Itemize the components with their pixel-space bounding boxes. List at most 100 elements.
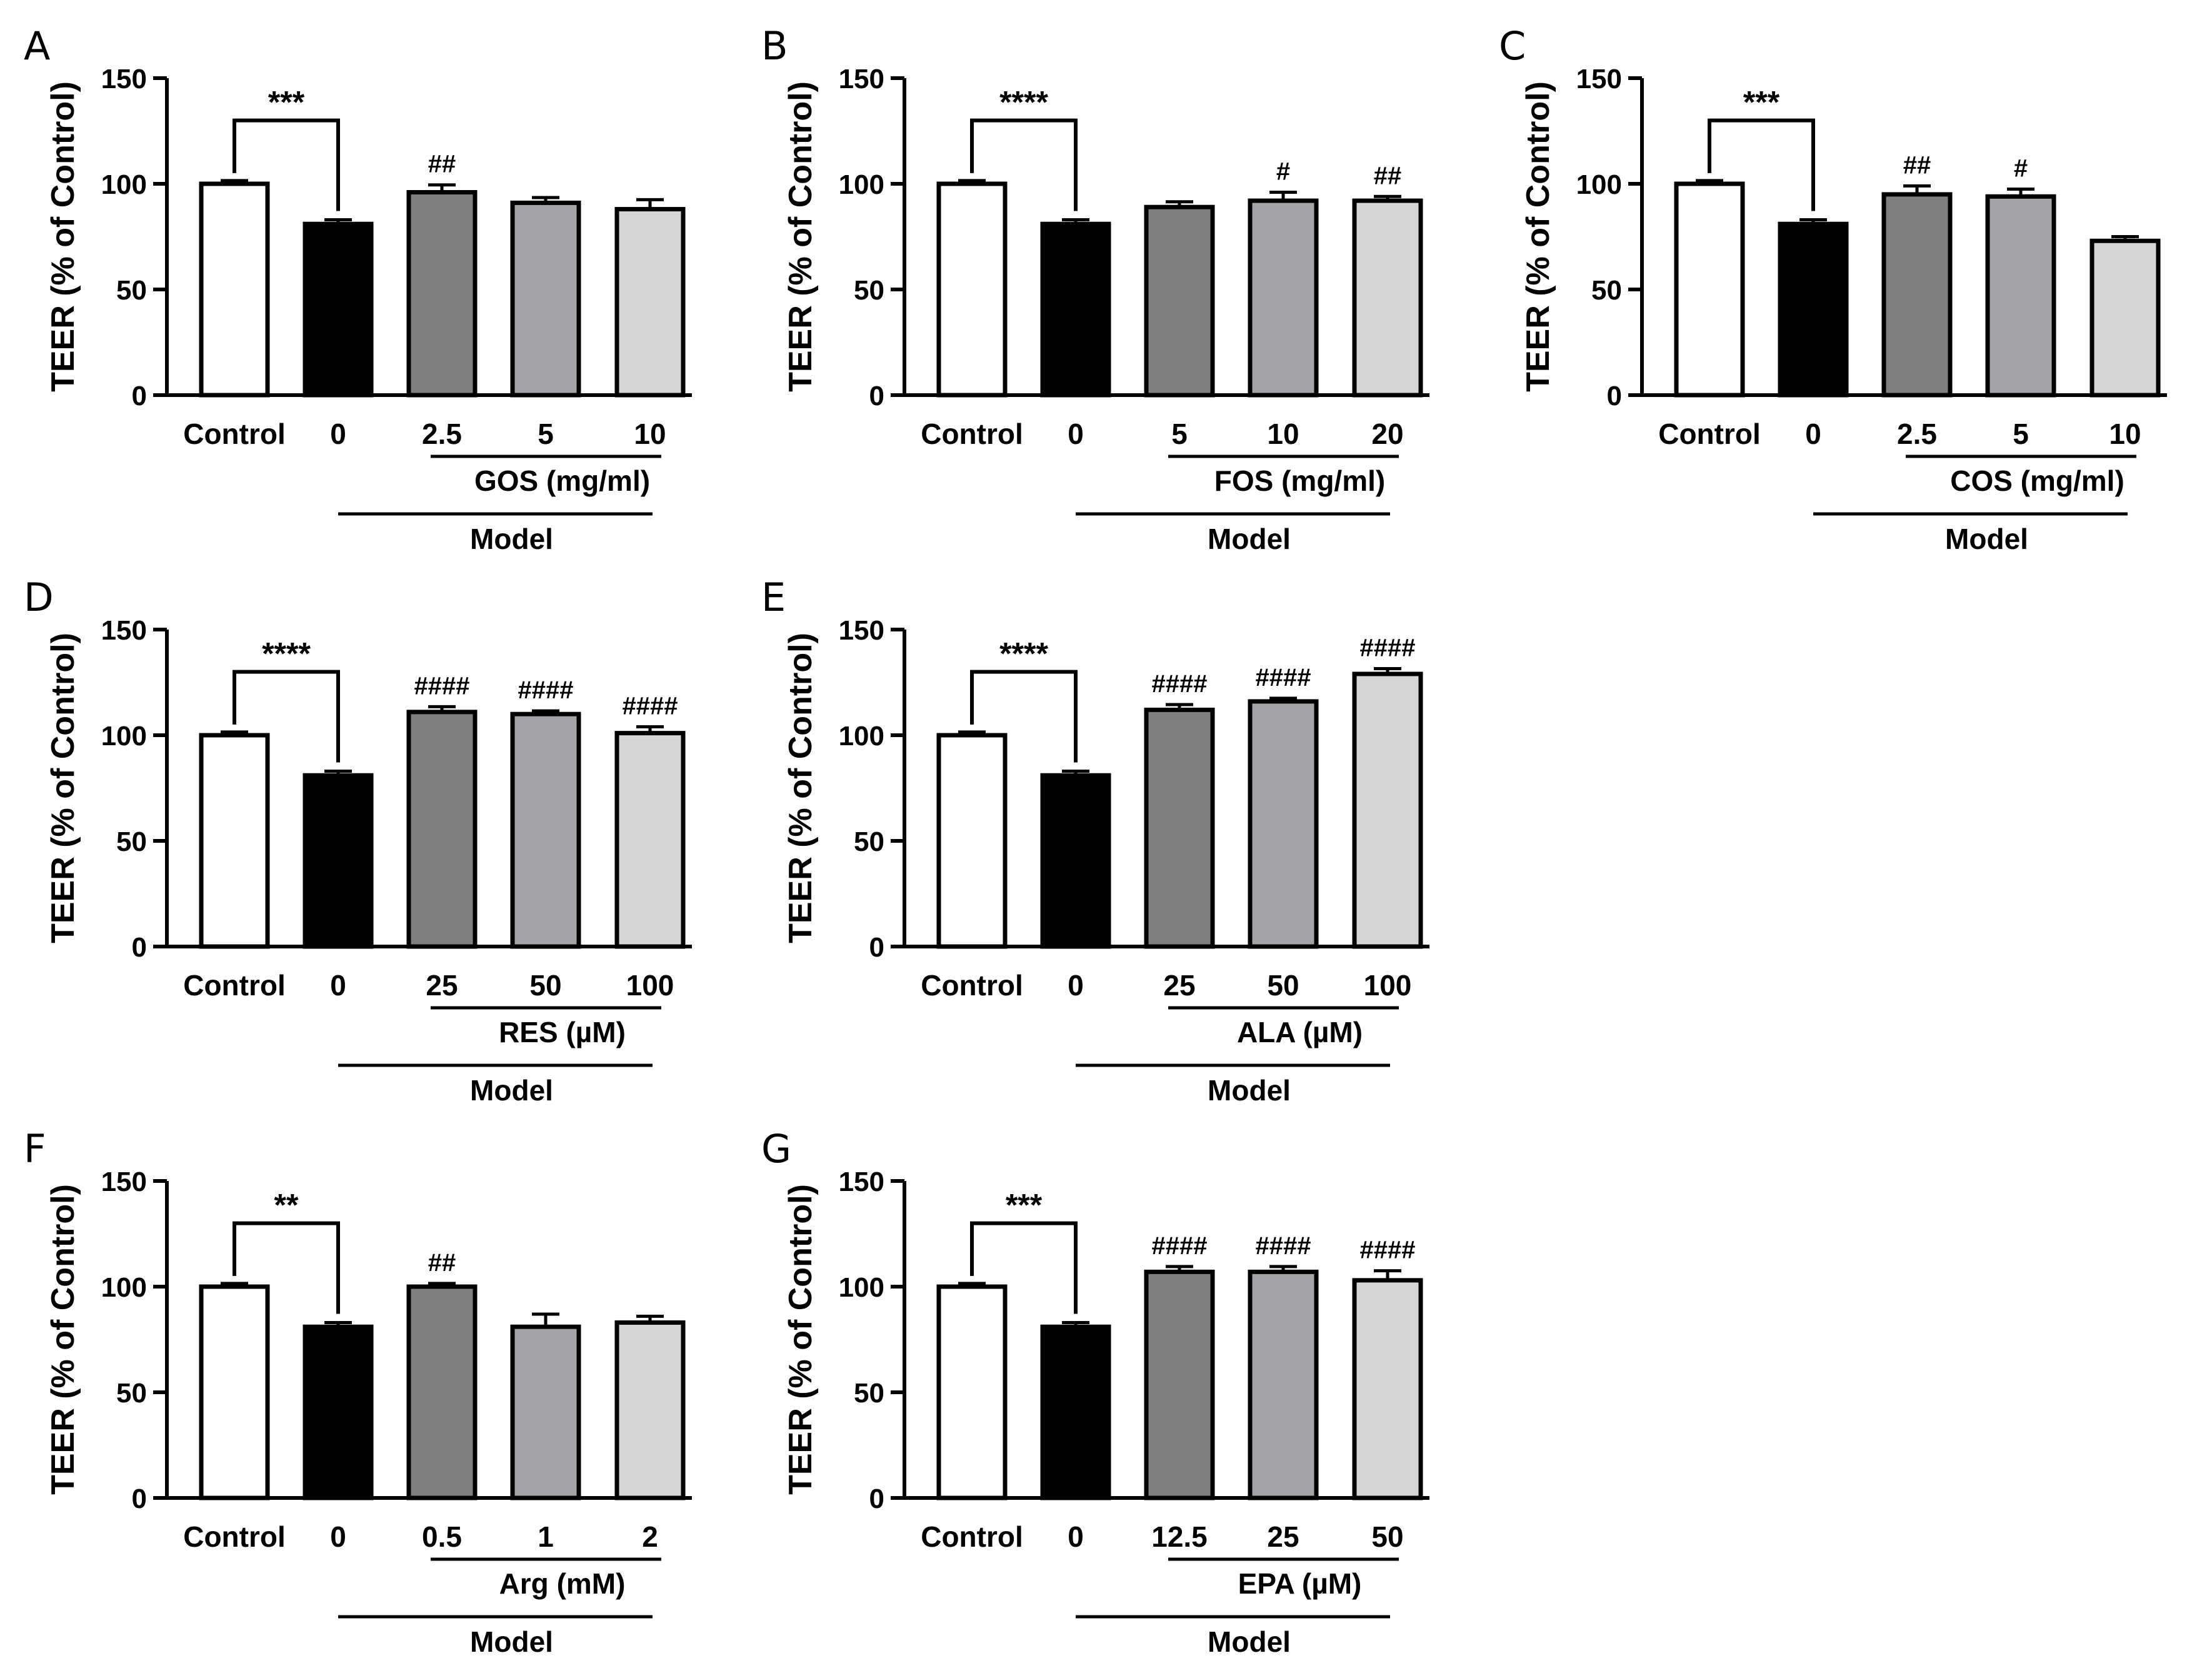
treatment-group-label: Arg (mM) bbox=[499, 1567, 626, 1600]
bar-50 bbox=[1352, 1278, 1423, 1500]
significance-stars: **** bbox=[999, 636, 1048, 671]
x-tick-label: Control bbox=[921, 1520, 1023, 1553]
x-tick-label: 2.5 bbox=[1897, 418, 1937, 450]
y-axis-label: TEER (% of Control) bbox=[783, 633, 819, 943]
chart-panel-c: C TEER (% of Control) 0 50 100 150 Control 0 2.5… bbox=[1499, 23, 2167, 555]
bar-2 bbox=[614, 1320, 686, 1500]
panel-letter: E bbox=[761, 575, 786, 620]
y-tick-label: 50 bbox=[854, 826, 884, 857]
panel-letter: F bbox=[24, 1126, 46, 1172]
y-tick-label: 100 bbox=[101, 169, 147, 200]
y-tick-label: 0 bbox=[132, 1484, 147, 1514]
x-tick-label: 50 bbox=[1371, 1520, 1403, 1553]
panel-letter: G bbox=[761, 1126, 791, 1172]
x-tick-label: 0 bbox=[330, 418, 346, 450]
bar-control bbox=[199, 181, 270, 398]
bar-100 bbox=[1352, 671, 1423, 949]
y-tick-label: 0 bbox=[132, 381, 147, 411]
model-group-label: Model bbox=[470, 1074, 553, 1107]
y-axis-label: TEER (% of Control) bbox=[783, 81, 819, 392]
y-tick-label: 50 bbox=[116, 826, 147, 857]
model-group-label: Model bbox=[470, 523, 553, 555]
y-tick-label: 50 bbox=[854, 1378, 884, 1409]
bar-100 bbox=[614, 731, 686, 949]
y-tick-label: 150 bbox=[101, 615, 147, 646]
x-tick-label: 0 bbox=[1805, 418, 1821, 450]
x-tick-label: 10 bbox=[1267, 418, 1299, 450]
treatment-group-label: COS (mg/ml) bbox=[1950, 465, 2124, 497]
bar-0 bbox=[1040, 1324, 1111, 1500]
bar-0 bbox=[1040, 221, 1111, 398]
x-tick-label: 20 bbox=[1371, 418, 1403, 450]
bar-1 bbox=[510, 1324, 581, 1500]
x-tick-label: Control bbox=[183, 1520, 286, 1553]
bar-0 bbox=[303, 221, 374, 398]
bar-control bbox=[1674, 181, 1745, 398]
comparison-bracket bbox=[233, 118, 340, 211]
treatment-group-label: EPA (µM) bbox=[1238, 1567, 1362, 1600]
y-tick-label: 100 bbox=[839, 721, 884, 751]
x-tick-label: Control bbox=[183, 418, 286, 450]
bar-5 bbox=[1144, 204, 1215, 398]
bar-50 bbox=[510, 711, 581, 949]
x-tick-label: 10 bbox=[634, 418, 666, 450]
x-tick-label: Control bbox=[921, 969, 1023, 1002]
significance-stars: ** bbox=[274, 1188, 299, 1223]
bar-50 bbox=[1248, 699, 1319, 949]
y-tick-label: 100 bbox=[839, 169, 884, 200]
x-tick-label: 0 bbox=[330, 969, 346, 1002]
y-axis-label: TEER (% of Control) bbox=[45, 81, 81, 392]
x-tick-label: 0.5 bbox=[422, 1520, 462, 1553]
bar-25 bbox=[406, 710, 478, 949]
x-tick-label: Control bbox=[1658, 418, 1761, 450]
y-tick-label: 50 bbox=[116, 275, 147, 306]
chart-panel-e: E TEER (% of Control) 0 50 100 150 Control 0 25 #… bbox=[761, 575, 1429, 1107]
comparison-bracket bbox=[1708, 118, 1815, 211]
x-tick-label: 1 bbox=[538, 1520, 554, 1553]
y-tick-label: 0 bbox=[869, 1484, 884, 1514]
chart-panel-b: B TEER (% of Control) 0 50 100 150 Control 0 5 10… bbox=[761, 23, 1429, 555]
treatment-group-label: GOS (mg/ml) bbox=[474, 465, 650, 497]
y-tick-label: 50 bbox=[116, 1378, 147, 1409]
y-tick-label: 50 bbox=[1591, 275, 1622, 306]
x-tick-label: 0 bbox=[330, 1520, 346, 1553]
bar-control bbox=[936, 181, 1008, 398]
significance-hash: #### bbox=[1360, 1237, 1416, 1264]
y-tick-label: 150 bbox=[839, 1167, 884, 1197]
x-tick-label: 5 bbox=[1171, 418, 1188, 450]
x-tick-label: 0 bbox=[1068, 969, 1084, 1002]
significance-hash: #### bbox=[1256, 1232, 1311, 1260]
significance-stars: *** bbox=[1743, 85, 1780, 120]
panel-letter: C bbox=[1499, 23, 1526, 69]
x-tick-label: 2 bbox=[642, 1520, 658, 1553]
bar-0 bbox=[303, 773, 374, 949]
model-group-label: Model bbox=[1208, 1625, 1291, 1658]
bar-0 bbox=[1778, 221, 1849, 398]
y-tick-label: 100 bbox=[1576, 169, 1622, 200]
x-tick-label: 100 bbox=[1364, 969, 1412, 1002]
bar-2-5 bbox=[1881, 192, 1953, 398]
y-tick-label: 100 bbox=[101, 721, 147, 751]
chart-panel-d: D TEER (% of Control) 0 50 100 150 Control 0 25 #… bbox=[24, 575, 692, 1107]
y-tick-label: 0 bbox=[869, 381, 884, 411]
treatment-group-label: ALA (µM) bbox=[1237, 1016, 1363, 1048]
y-axis-label: TEER (% of Control) bbox=[783, 1184, 819, 1495]
model-group-label: Model bbox=[470, 1625, 553, 1658]
significance-hash: #### bbox=[1152, 1232, 1208, 1260]
treatment-group-label: RES (µM) bbox=[499, 1016, 626, 1048]
significance-hash: #### bbox=[1256, 664, 1311, 691]
significance-hash: ## bbox=[1374, 162, 1402, 189]
bar-10 bbox=[1248, 198, 1319, 398]
bar-5 bbox=[1985, 194, 2056, 398]
x-tick-label: 12.5 bbox=[1151, 1520, 1208, 1553]
x-tick-label: 25 bbox=[1163, 969, 1195, 1002]
bar-5 bbox=[510, 200, 581, 398]
significance-hash: ## bbox=[1903, 151, 1931, 179]
comparison-bracket bbox=[970, 118, 1078, 211]
significance-hash: #### bbox=[414, 672, 470, 700]
x-tick-label: 10 bbox=[2109, 418, 2141, 450]
y-axis-label: TEER (% of Control) bbox=[45, 633, 81, 943]
significance-hash: #### bbox=[518, 676, 574, 704]
significance-hash: #### bbox=[623, 692, 678, 720]
